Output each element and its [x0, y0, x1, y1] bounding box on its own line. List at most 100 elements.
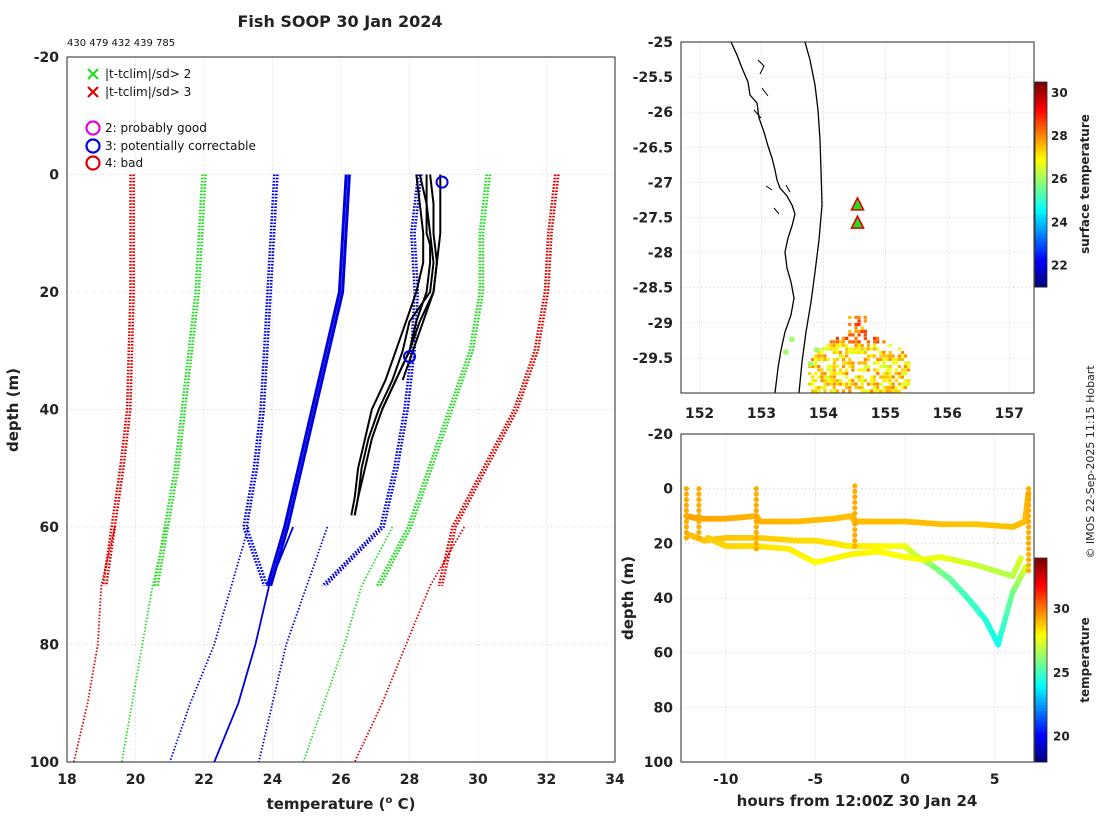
sst-cell	[879, 382, 883, 386]
climatology-6-1	[440, 174, 560, 587]
sst-cell	[832, 389, 836, 393]
sst-cell	[829, 368, 833, 372]
sst-cell	[832, 382, 836, 386]
sst-cell	[879, 364, 883, 369]
map-ytick-6: -28	[648, 246, 673, 262]
depth-time-colorbar-segment	[1035, 704, 1047, 709]
sst-cell	[848, 361, 852, 365]
sst-cell	[832, 368, 836, 372]
sst-coastal-cell-1	[789, 336, 795, 342]
sst-cell	[885, 368, 889, 372]
sst-cell	[876, 340, 880, 344]
sst-cell	[873, 368, 877, 372]
sst-cell	[860, 368, 864, 372]
cast-2-point	[753, 546, 759, 552]
profile-ytick-4: 60	[40, 520, 60, 536]
sst-cell	[882, 389, 886, 393]
sst-cell	[869, 382, 874, 386]
map-colorbar-segment	[1035, 210, 1047, 214]
sst-cell	[900, 371, 905, 376]
depth-time-colorbar-segment	[1035, 663, 1047, 667]
map-xtick-1: 153	[747, 406, 776, 422]
sst-cell	[882, 379, 886, 383]
map-colorbar-segment	[1035, 194, 1047, 198]
map-colorbar-tick-3: 28	[1051, 129, 1068, 143]
sst-cell	[873, 343, 877, 348]
map-ytick-1: -25.5	[633, 70, 673, 86]
sst-cell	[888, 364, 892, 369]
sst-cell	[817, 375, 821, 379]
cast-2-point	[753, 507, 759, 514]
depth-time-colorbar-segment	[1035, 644, 1047, 648]
sst-cell	[869, 354, 874, 358]
sst-cell	[857, 350, 861, 355]
sst-cell	[814, 361, 818, 365]
figure-title: Fish SOOP 30 Jan 2024	[238, 12, 443, 31]
sst-cell	[814, 386, 818, 390]
depth-time-colorbar-segment	[1035, 666, 1047, 671]
sst-cell	[891, 354, 895, 358]
sst-cell	[835, 357, 839, 362]
sst-cell	[876, 371, 880, 376]
cast-4-point	[1026, 562, 1032, 568]
climatology-3-1	[269, 174, 351, 587]
map-colorbar-segment	[1035, 232, 1047, 237]
cast-0-point	[683, 491, 690, 497]
sst-cell	[885, 375, 889, 379]
sst-cell	[866, 354, 870, 358]
map-colorbar-segment	[1035, 114, 1047, 118]
sst-cell	[854, 336, 858, 340]
depth-time-ytick-4: 60	[654, 646, 674, 662]
sst-cell	[894, 357, 898, 362]
sst-cell	[842, 371, 846, 376]
sst-cell	[829, 364, 833, 369]
sst-cell	[851, 379, 855, 383]
map-colorbar-segment	[1035, 216, 1047, 221]
sst-cell	[863, 336, 867, 340]
sst-cell	[873, 336, 877, 340]
sst-cell	[835, 343, 839, 348]
sst-cell	[814, 357, 818, 362]
depth-time-colorbar-tick-2: 30	[1053, 602, 1070, 616]
cast-2-point	[753, 529, 759, 536]
profile-ytick-6: 100	[30, 755, 59, 771]
sst-cell	[888, 343, 892, 348]
cast-2-point	[753, 540, 759, 546]
depth-time-colorbar-segment	[1035, 599, 1047, 604]
map-colorbar-segment	[1035, 206, 1047, 211]
sst-cell	[851, 350, 855, 355]
depth-time-colorbar-segment	[1035, 605, 1047, 610]
depth-time-colorbar-segment	[1035, 723, 1047, 728]
map-colorbar-segment	[1035, 120, 1047, 125]
profile-xlabel-sup: o	[385, 795, 392, 806]
map-colorbar-segment	[1035, 261, 1047, 266]
sst-cell	[848, 347, 852, 351]
sst-cell	[869, 379, 874, 383]
sst-cell	[907, 368, 911, 372]
depth-time-colorbar-segment	[1035, 682, 1047, 686]
map-xtick-4: 156	[933, 406, 962, 422]
map-colorbar-segment	[1035, 187, 1047, 192]
climatology-6-0	[437, 174, 557, 587]
sst-cell	[835, 389, 839, 393]
cast-2-point	[753, 486, 759, 492]
sst-cell	[817, 364, 821, 369]
sst-cell	[842, 340, 846, 344]
depth-time-colorbar-segment	[1035, 577, 1047, 581]
sst-cell	[873, 361, 877, 365]
sst-cell	[907, 382, 911, 386]
sst-cell	[882, 340, 886, 344]
sst-cell	[879, 375, 883, 379]
sst-cell	[873, 389, 877, 393]
sst-cell	[851, 333, 855, 337]
map-ticks: 152 153 154 155 156 157 -25 -25.5 -26 -26.5 -27 -27…	[633, 35, 1024, 422]
sst-cell	[835, 340, 839, 344]
map-colorbar-segment	[1035, 110, 1047, 115]
sst-cell	[888, 379, 892, 383]
profile-ticks: 18 20 22 24 26 28 30 32 34 -20 0 20 40 60 80 100	[30, 50, 625, 788]
climatology-2-0	[242, 174, 276, 587]
sst-cell	[845, 336, 849, 340]
depth-time-colorbar-segment	[1035, 650, 1047, 655]
sst-cell	[885, 379, 889, 383]
depth-time-colorbar-segment	[1035, 726, 1047, 731]
